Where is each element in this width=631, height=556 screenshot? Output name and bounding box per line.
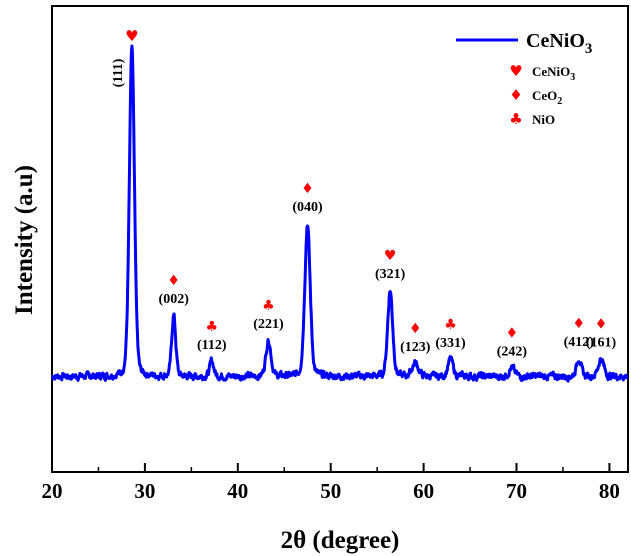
legend-marker-label: NiO <box>532 112 555 127</box>
x-tick-label: 60 <box>413 479 434 503</box>
marker-club-icon: ♣ <box>206 319 219 335</box>
legend-club-icon: ♣ <box>509 110 522 128</box>
x-tick-label: 80 <box>599 479 620 503</box>
marker-diamond-icon: ♦ <box>506 326 519 342</box>
series-line-ceniO3 <box>51 44 629 383</box>
peak-label: (412) <box>564 335 595 350</box>
marker-diamond-icon: ♦ <box>301 181 314 197</box>
marker-diamond-icon: ♦ <box>572 316 585 332</box>
x-axis-title: 2θ (degree) <box>281 527 400 554</box>
marker-diamond-icon: ♦ <box>167 273 180 289</box>
peak-label: (242) <box>497 345 528 360</box>
y-axis-title: Intensity (a.u) <box>11 165 38 315</box>
x-axis: 20 30 40 50 60 70 80 <box>42 463 620 503</box>
marker-diamond-icon: ♦ <box>595 316 608 332</box>
marker-club-icon: ♣ <box>262 298 275 314</box>
marker-heart-icon: ♥ <box>384 248 397 264</box>
legend-marker-label: CeO2 <box>532 88 562 107</box>
peak-label: (111) <box>111 58 126 87</box>
x-tick-label: 30 <box>134 479 155 503</box>
legend: CeNiO3♥ CeNiO3♦ CeO2♣ NiO <box>456 30 592 128</box>
marker-heart-icon: ♥ <box>125 27 138 45</box>
legend-heart-icon: ♥ <box>509 62 522 80</box>
marker-club-icon: ♣ <box>444 317 457 333</box>
peak-label: (221) <box>253 317 284 332</box>
peak-label: (331) <box>435 336 466 351</box>
x-tick-label: 40 <box>227 479 248 503</box>
x-tick-label: 20 <box>42 479 63 503</box>
peak-label: (321) <box>375 267 406 282</box>
legend-marker-label: CeNiO3 <box>532 64 575 83</box>
legend-diamond-icon: ♦ <box>509 86 522 104</box>
peak-label: (161) <box>586 335 617 350</box>
x-tick-label: 70 <box>506 479 527 503</box>
peak-label: (040) <box>292 200 323 215</box>
peak-annotations: (111) ♥ (002) ♦ (112) ♣ (221) ♣ (040) ♦ (321) ♥ (123… <box>111 27 617 360</box>
plot-frame <box>51 5 629 473</box>
peak-label: (112) <box>197 338 227 353</box>
marker-diamond-icon: ♦ <box>409 321 422 337</box>
peak-label: (123) <box>400 340 431 355</box>
x-tick-label: 50 <box>320 479 341 503</box>
peak-label: (002) <box>159 292 190 307</box>
legend-series-label: CeNiO3 <box>526 30 592 57</box>
